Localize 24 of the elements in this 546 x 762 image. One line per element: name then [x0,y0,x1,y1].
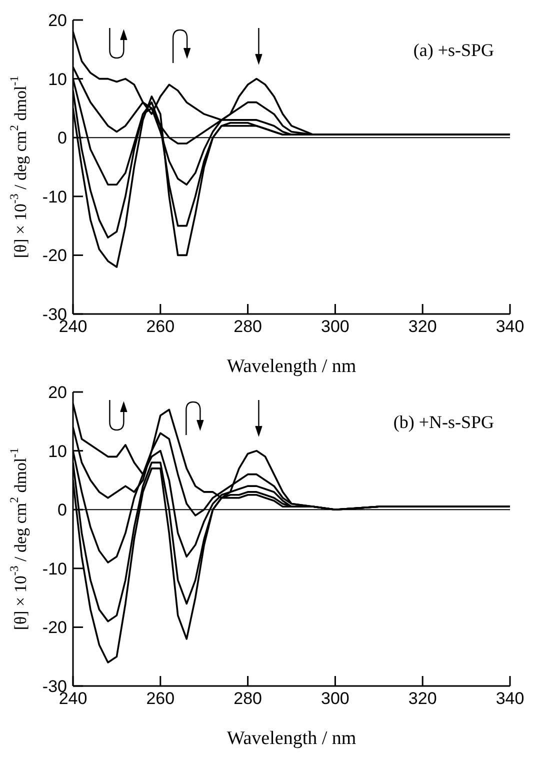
x-tick-label: 320 [408,317,437,336]
y-tick-label: -20 [42,246,67,266]
y-tick-label: 0 [58,128,67,148]
y-tick-label: -10 [42,559,67,578]
x-tick-label: 340 [496,689,524,708]
x-tick-label: 320 [408,689,437,708]
y-tick-label: 10 [48,442,67,461]
x-tick-label: 340 [496,317,524,336]
x-tick-label: 280 [234,317,262,336]
annotation: (b) +N-s-SPG [393,412,494,432]
y-tick-label: 20 [48,383,67,402]
x-tick-label: 260 [146,689,175,708]
x-tick-label: 260 [146,317,175,336]
y-tick-label: 20 [48,11,67,30]
x-tick-label: 300 [321,689,350,708]
x-tick-label: 300 [321,317,350,336]
y-tick-label: 0 [58,500,67,520]
annotation: (a) +s-SPG [413,40,494,60]
x-axis-title: Wavelength / nm [226,356,356,377]
y-tick-label: 10 [48,70,67,89]
y-tick-label: -10 [42,187,67,206]
x-tick-label: 280 [234,689,262,708]
x-axis-title: Wavelength / nm [226,728,356,749]
y-tick-label: -20 [42,618,67,638]
